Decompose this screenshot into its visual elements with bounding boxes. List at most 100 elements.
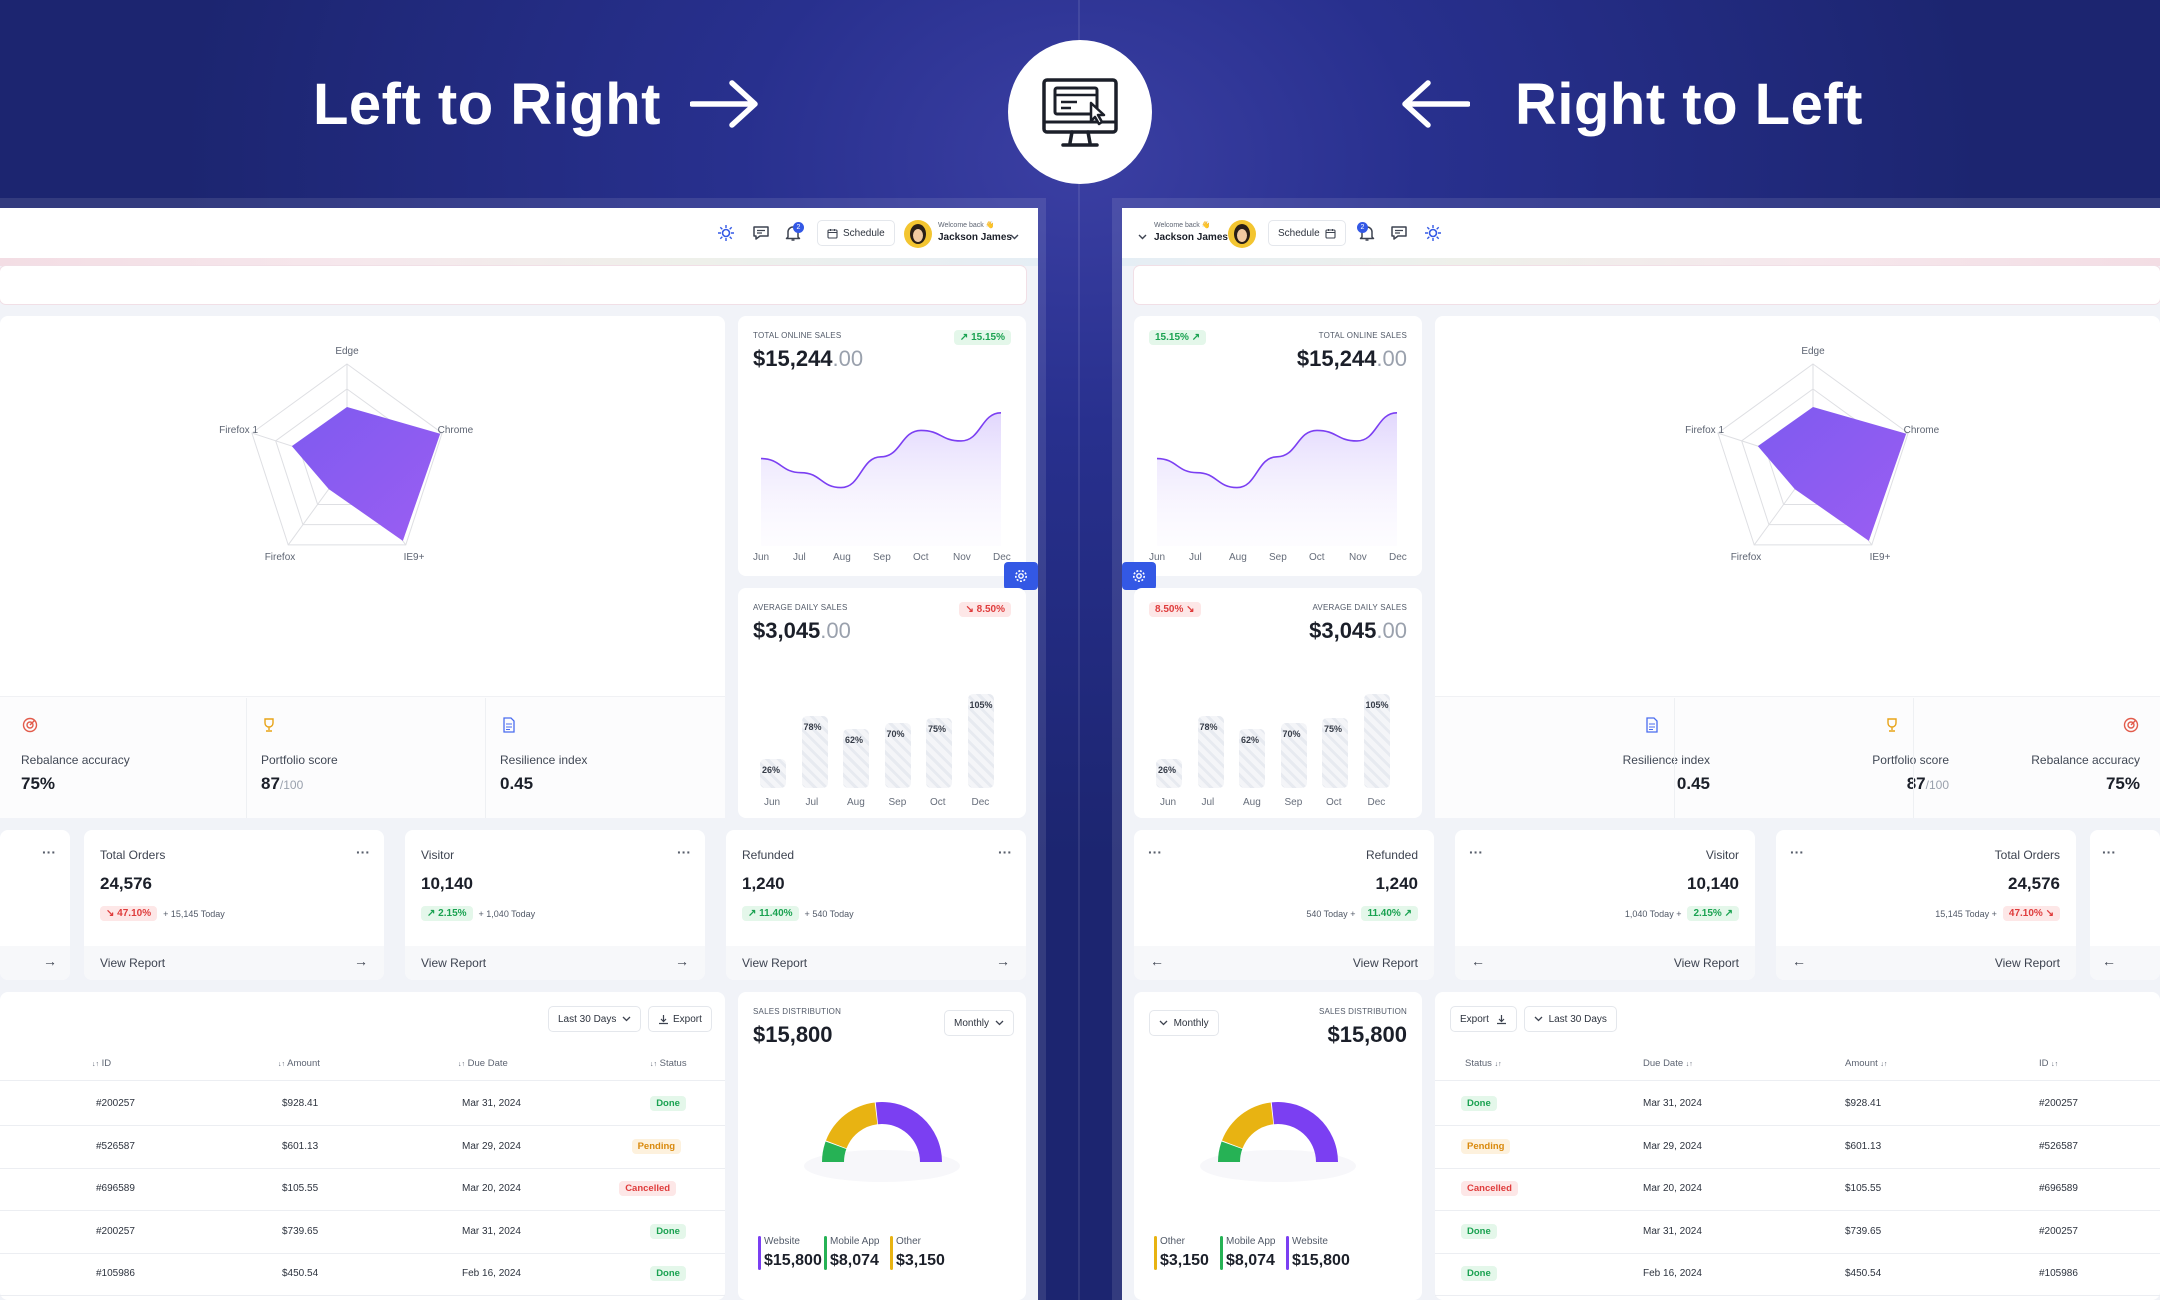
donut-segment-mobile-app <box>822 1141 847 1162</box>
sort-icon[interactable]: ↓↑ <box>1685 1061 1693 1068</box>
stat-value-rebalance: 75% <box>21 774 56 793</box>
x-tick-label: Nov <box>953 552 971 563</box>
chevron-down-icon[interactable] <box>1010 234 1019 240</box>
bar-jul <box>801 716 828 788</box>
stat-value-resilience: 0.45 <box>1676 774 1710 793</box>
arrow-left-icon[interactable]: ← <box>1792 953 1806 969</box>
more-icon[interactable]: ··· <box>356 844 370 860</box>
sun-icon[interactable] <box>717 224 735 242</box>
arrow-right-icon[interactable]: → <box>996 953 1010 969</box>
more-icon[interactable]: ··· <box>1148 844 1162 860</box>
bar-chart: 26% Jun 78% Jul 62% Aug 70% Sep 75% Oct 105% Dec <box>1134 588 1422 818</box>
more-icon[interactable]: ··· <box>677 844 691 860</box>
chat-icon[interactable] <box>1390 224 1408 242</box>
export-button[interactable]: Export <box>648 1006 712 1032</box>
view-report-link[interactable]: View Report <box>421 956 487 970</box>
rtl-radar-card: Edge Chrome IE9+ Firefox Firefox 1 <box>1435 316 2160 818</box>
radar-axis-label: Firefox 1 <box>1685 425 1724 436</box>
welcome-text: Welcome back 👋 <box>938 222 995 229</box>
legend-swatch <box>758 1236 761 1270</box>
chevron-down-icon[interactable] <box>1138 234 1147 240</box>
column-header-amount[interactable]: Amount ↓↑ <box>1845 1058 1888 1069</box>
date-filter-dropdown[interactable]: Last 30 Days <box>548 1006 641 1032</box>
arrow-right-icon[interactable]: → <box>675 953 689 969</box>
sort-icon[interactable]: ↓↑ <box>1494 1061 1502 1068</box>
kpi-today: 15,145 Today + <box>1935 908 1997 919</box>
distribution-amount: $15,800 <box>1327 1022 1407 1047</box>
date-filter-dropdown[interactable]: Last 30 Days <box>1524 1006 1617 1032</box>
cell-id: #696589 <box>96 1183 135 1194</box>
online-sales-change: 15.15% ↗ <box>1149 330 1207 345</box>
x-tick-label: Jul <box>793 552 806 563</box>
settings-gear-button[interactable] <box>1004 562 1038 590</box>
column-header-due[interactable]: Due Date ↓↑ <box>1643 1058 1693 1069</box>
cell-amount: $601.13 <box>1845 1140 1882 1152</box>
view-report-link[interactable]: View Report <box>742 956 808 970</box>
cell-id: #200257 <box>96 1098 135 1109</box>
sun-icon[interactable] <box>1424 224 1442 242</box>
sort-icon[interactable]: ↓↑ <box>278 1061 285 1068</box>
document-icon <box>503 717 515 733</box>
arrow-left-icon[interactable]: ← <box>1150 953 1164 969</box>
sort-icon[interactable]: ↓↑ <box>92 1061 99 1068</box>
cell-due: Mar 20, 2024 <box>1643 1183 1702 1194</box>
kpi-today: + 540 Today <box>804 908 854 919</box>
column-header-id[interactable]: ↓↑ ID <box>92 1058 112 1069</box>
settings-gear-button[interactable] <box>1122 562 1156 590</box>
sort-icon[interactable]: ↓↑ <box>1880 1061 1888 1068</box>
arrow-right-icon[interactable]: → <box>354 953 368 969</box>
status-badge: Cancelled <box>619 1181 677 1196</box>
bar-value-label: 70% <box>1282 729 1301 739</box>
view-report-link[interactable]: View Report <box>1673 956 1739 970</box>
sort-icon[interactable]: ↓↑ <box>650 1061 657 1068</box>
column-header-status[interactable]: Status ↓↑ <box>1465 1058 1502 1069</box>
status-badge: Cancelled <box>1461 1181 1518 1196</box>
view-report-link[interactable]: View Report <box>1352 956 1418 970</box>
distribution-amount: $15,800 <box>753 1022 833 1047</box>
radar-axis-label: Chrome <box>438 425 474 436</box>
more-icon[interactable]: ··· <box>998 844 1012 860</box>
export-button[interactable]: Export <box>1450 1006 1517 1032</box>
line-series <box>1156 412 1398 489</box>
period-dropdown[interactable]: Monthly <box>944 1010 1014 1036</box>
view-report-link[interactable]: View Report <box>1994 956 2060 970</box>
user-name[interactable]: Jackson James <box>1154 232 1228 243</box>
column-header-due[interactable]: ↓↑ Due Date <box>458 1058 508 1069</box>
period-dropdown[interactable]: Monthly <box>1149 1010 1219 1036</box>
more-icon[interactable]: ··· <box>1469 844 1483 860</box>
more-icon[interactable]: ··· <box>2102 844 2116 860</box>
more-icon[interactable]: ··· <box>1790 844 1804 860</box>
arrow-left-icon[interactable]: ← <box>2102 953 2116 969</box>
column-header-amount[interactable]: ↓↑ Amount <box>278 1058 320 1069</box>
view-report-link[interactable]: View Report <box>100 956 166 970</box>
bar-aug <box>843 729 869 788</box>
avatar[interactable] <box>1228 220 1256 248</box>
cell-due: Mar 29, 2024 <box>1643 1140 1702 1152</box>
sort-icon[interactable]: ↓↑ <box>2051 1061 2059 1068</box>
kpi-card-total-orders: Total Orders ··· 24,576 47.10% ↘ 15,145 Toda… <box>1776 830 2076 980</box>
online-sales-amount: $15,244.00 <box>1296 346 1407 371</box>
x-tick-label: Aug <box>847 797 865 808</box>
kpi-change-badge: ↘ 47.10% <box>100 906 158 921</box>
sort-icon[interactable]: ↓↑ <box>458 1061 465 1068</box>
daily-sales-change: 8.50% ↘ <box>1149 602 1201 617</box>
arrow-left-icon[interactable]: ← <box>1471 953 1485 969</box>
calendar-icon <box>827 228 838 239</box>
cell-id: #200257 <box>96 1225 135 1237</box>
legend-value: $3,150 <box>1160 1252 1209 1269</box>
more-icon[interactable]: ··· <box>42 844 56 860</box>
legend-value: $8,074 <box>830 1252 879 1269</box>
status-badge: Done <box>650 1223 686 1239</box>
schedule-button[interactable]: Schedule <box>1268 220 1346 246</box>
bar-value-label: 26% <box>762 765 781 775</box>
user-name[interactable]: Jackson James <box>938 232 1012 243</box>
column-header-status[interactable]: ↓↑ Status <box>650 1058 687 1069</box>
kpi-change-badge: ↗ 2.15% <box>421 906 473 921</box>
chat-icon[interactable] <box>752 224 770 242</box>
column-header-id[interactable]: ID ↓↑ <box>2039 1058 2059 1069</box>
schedule-button[interactable]: Schedule <box>817 220 895 246</box>
bar-value-label: 75% <box>928 724 947 734</box>
arrow-right-icon[interactable]: → <box>43 953 57 969</box>
avatar[interactable] <box>904 220 932 248</box>
legend-label: Mobile App <box>830 1236 880 1247</box>
